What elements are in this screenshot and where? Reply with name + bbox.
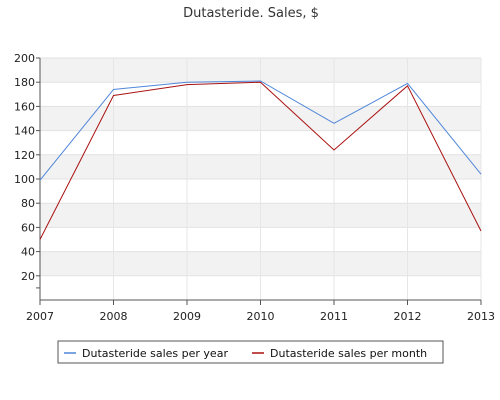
legend-label: Dutasteride sales per month <box>270 347 427 360</box>
chart-title: Dutasteride. Sales, $ <box>183 6 319 21</box>
legend-items: Dutasteride sales per year Dutasteride sa… <box>64 347 427 360</box>
y-axis-ticks: 20 40 60 80 100 120 140 160 180 200 <box>14 52 40 289</box>
y-tick-label: 120 <box>14 149 35 162</box>
y-tick-label: 100 <box>14 173 35 186</box>
y-tick-label: 200 <box>14 52 35 65</box>
y-tick-label: 160 <box>14 100 35 113</box>
x-axis-ticks: 2007 2008 2009 2010 2011 2012 2013 <box>26 300 495 323</box>
series-lines <box>39 80 482 240</box>
y-tick-label: 180 <box>14 76 35 89</box>
x-tick-label: 2007 <box>26 310 54 323</box>
legend: Dutasteride sales per year Dutasteride sa… <box>57 340 444 364</box>
gridlines <box>39 57 482 300</box>
x-tick-label: 2008 <box>100 310 128 323</box>
legend-box <box>57 340 444 364</box>
x-tick-label: 2010 <box>247 310 275 323</box>
y-tick-label: 60 <box>21 221 35 234</box>
x-tick-label: 2009 <box>173 310 201 323</box>
x-tick-label: 2011 <box>320 310 348 323</box>
x-tick-label: 2013 <box>467 310 495 323</box>
y-tick-label: 140 <box>14 125 35 138</box>
legend-label: Dutasteride sales per year <box>82 347 228 360</box>
series-line-1 <box>39 80 482 181</box>
y-tick-label: 80 <box>21 197 35 210</box>
y-tick-label: 20 <box>21 270 35 283</box>
x-tick-label: 2012 <box>394 310 422 323</box>
series-line-2 <box>39 81 482 240</box>
y-tick-label: 40 <box>21 246 35 259</box>
